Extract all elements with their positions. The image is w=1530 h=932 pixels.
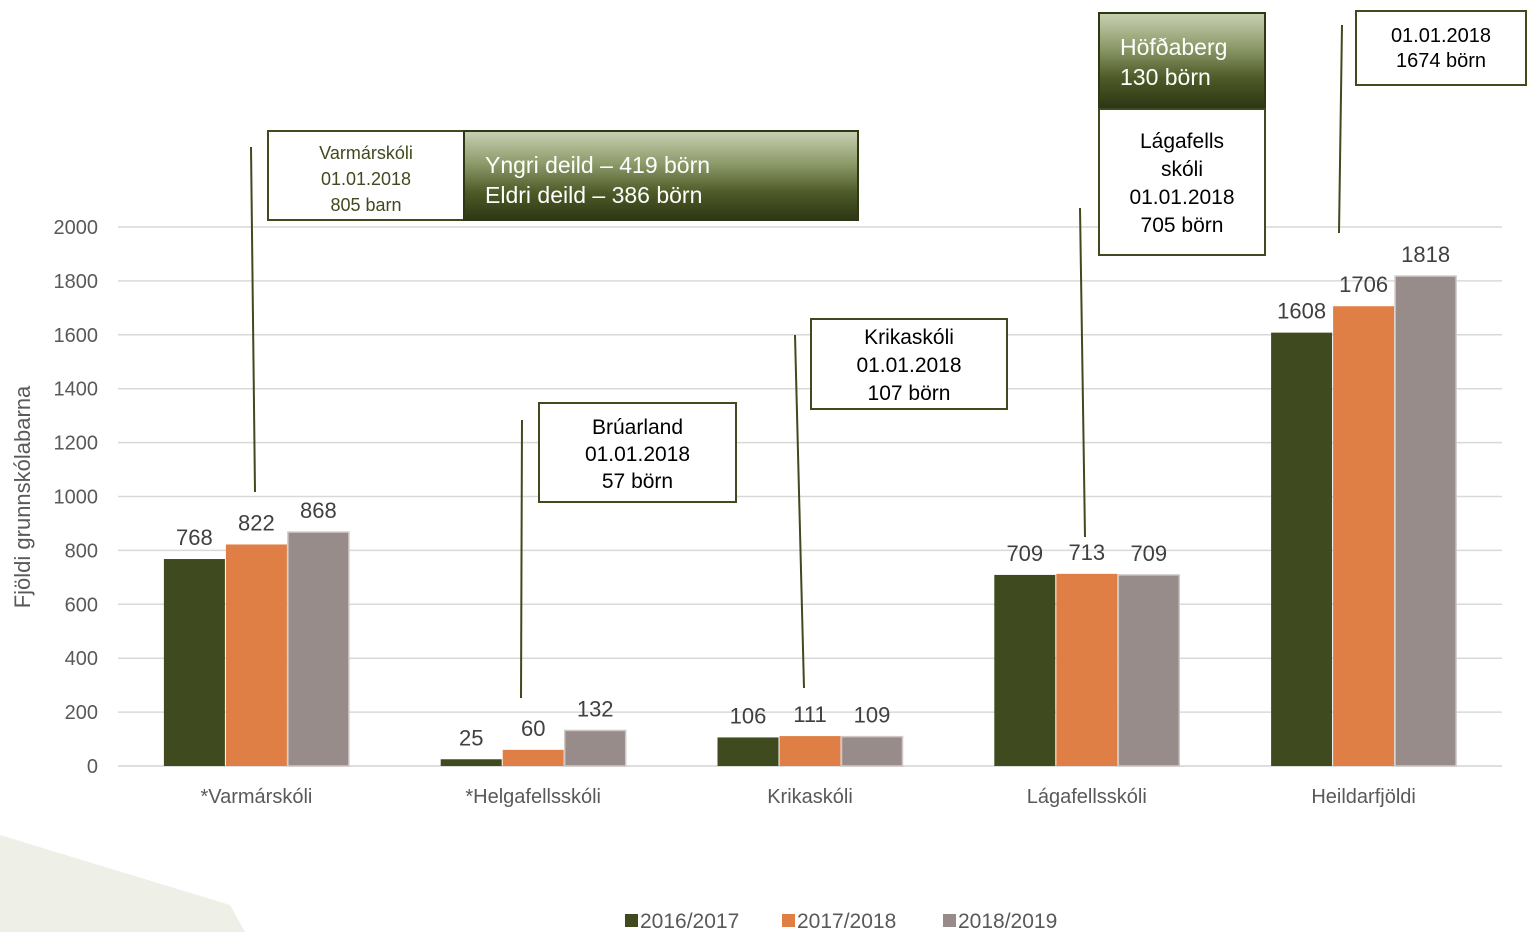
callout-line: Eldri deild – 386 börn <box>485 182 703 208</box>
leader-line-heildarfjoldi <box>1338 24 1343 234</box>
callout-line: 57 börn <box>601 470 674 493</box>
callout-line: Brúarland <box>591 416 684 439</box>
callout-line: 130 börn <box>1120 64 1211 90</box>
data-label: 1818 <box>1401 242 1450 267</box>
y-tick-label: 1600 <box>54 325 99 347</box>
y-tick-label: 0 <box>87 756 98 778</box>
data-label: 1608 <box>1277 299 1326 324</box>
callout-line: 705 börn <box>1140 214 1224 237</box>
legend-label: 2017/2018 <box>797 910 896 932</box>
decorative-background-shape <box>0 835 245 932</box>
bar <box>717 737 779 766</box>
data-label: 25 <box>459 725 483 750</box>
bar <box>1117 574 1181 767</box>
data-labels: 768 822 868 25 60 132 106 111 109 709 713 709 1608 17… <box>176 242 1450 750</box>
bar <box>225 544 287 766</box>
callout-line: Krikaskóli <box>864 326 954 349</box>
data-label: 132 <box>577 696 614 721</box>
bar <box>1271 332 1333 766</box>
y-tick-label: 400 <box>65 648 98 670</box>
data-label: 60 <box>521 716 545 741</box>
data-label: 868 <box>300 498 337 523</box>
category-label: *Helgafellsskóli <box>465 786 601 808</box>
leader-line-varmarskoli <box>250 146 256 493</box>
bar <box>1056 573 1118 766</box>
callout-line: skóli <box>1160 158 1203 181</box>
y-tick-label: 1000 <box>54 487 99 509</box>
callout-line: 107 börn <box>867 382 951 405</box>
legend-swatch <box>625 914 638 927</box>
callout-hofdaberg: Höfðaberg 130 börn <box>1098 12 1266 108</box>
callout-line: Höfðaberg <box>1120 34 1228 60</box>
bar <box>779 736 841 766</box>
bar <box>1394 275 1457 767</box>
callout-line: 01.01.2018 <box>320 169 412 189</box>
y-tick-label: 600 <box>65 594 98 616</box>
category-label: Heildarfjöldi <box>1311 786 1416 808</box>
data-label: 111 <box>793 702 826 727</box>
callout-line: 805 barn <box>330 195 402 215</box>
bar <box>563 729 627 767</box>
callout-line: 01.01.2018 <box>1390 25 1492 47</box>
y-tick-label: 1200 <box>54 433 99 455</box>
y-tick-label: 1800 <box>54 271 99 293</box>
data-label: 713 <box>1068 540 1105 565</box>
callout-krikaskoli: Krikaskóli 01.01.2018 107 börn <box>810 318 1008 410</box>
legend-swatch <box>943 914 956 927</box>
legend-label: 2018/2019 <box>958 910 1057 932</box>
data-label: 109 <box>854 703 891 728</box>
y-tick-label: 200 <box>65 702 98 724</box>
category-labels: *Varmárskóli *Helgafellsskóli Krikaskóli Lá… <box>200 786 1415 808</box>
annotation-leader-lines <box>250 24 1343 699</box>
data-label: 709 <box>1006 541 1043 566</box>
legend-swatch <box>782 914 795 927</box>
callout-bruarland: Brúarland 01.01.2018 57 börn <box>538 402 737 503</box>
callout-line: Lágafells <box>1139 130 1225 153</box>
legend: 2016/2017 2017/2018 2018/2019 <box>625 910 1057 932</box>
data-label: 768 <box>176 525 213 550</box>
y-tick-labels: 0 200 400 600 800 1000 1200 1400 1600 1800 2000 <box>54 217 99 778</box>
callout-varmarskoli-deildir: Yngri deild – 419 börn Eldri deild – 386… <box>463 130 859 221</box>
bars <box>163 275 1457 767</box>
bar <box>502 749 564 766</box>
callout-heildarfjoldi: 01.01.2018 1674 börn <box>1355 10 1527 86</box>
bar <box>287 531 350 767</box>
data-label: 822 <box>238 510 275 535</box>
bar <box>1333 306 1395 766</box>
category-label: *Varmárskóli <box>200 786 312 808</box>
callout-line: 1674 börn <box>1395 50 1487 72</box>
bar <box>440 759 502 766</box>
callout-line: 01.01.2018 <box>584 443 691 466</box>
leader-line-bruarland <box>520 419 523 699</box>
callout-line: 01.01.2018 <box>856 354 962 377</box>
leader-line-krikaskoli <box>794 334 805 689</box>
y-tick-label: 1400 <box>54 379 99 401</box>
category-label: Lágafellsskóli <box>1027 786 1147 808</box>
callout-lagafellsskoli: Lágafells skóli 01.01.2018 705 börn <box>1098 108 1266 256</box>
data-label: 1706 <box>1339 272 1388 297</box>
bar <box>994 574 1056 766</box>
callout-line: 01.01.2018 <box>1129 186 1235 209</box>
leader-line-lagafellsskoli <box>1079 207 1086 538</box>
bar <box>840 735 904 767</box>
category-label: Krikaskóli <box>767 786 853 808</box>
y-tick-label: 2000 <box>54 217 99 239</box>
bar <box>163 559 225 766</box>
legend-label: 2016/2017 <box>640 910 739 932</box>
data-label: 106 <box>730 703 767 728</box>
y-tick-label: 800 <box>65 540 98 562</box>
callout-varmarskoli: Varmárskóli 01.01.2018 805 barn <box>267 130 465 221</box>
callout-line: Varmárskóli <box>319 143 413 163</box>
y-axis-title: Fjöldi grunnskólabarna <box>10 385 35 608</box>
callout-line: Yngri deild – 419 börn <box>485 152 711 178</box>
data-label: 709 <box>1130 541 1167 566</box>
